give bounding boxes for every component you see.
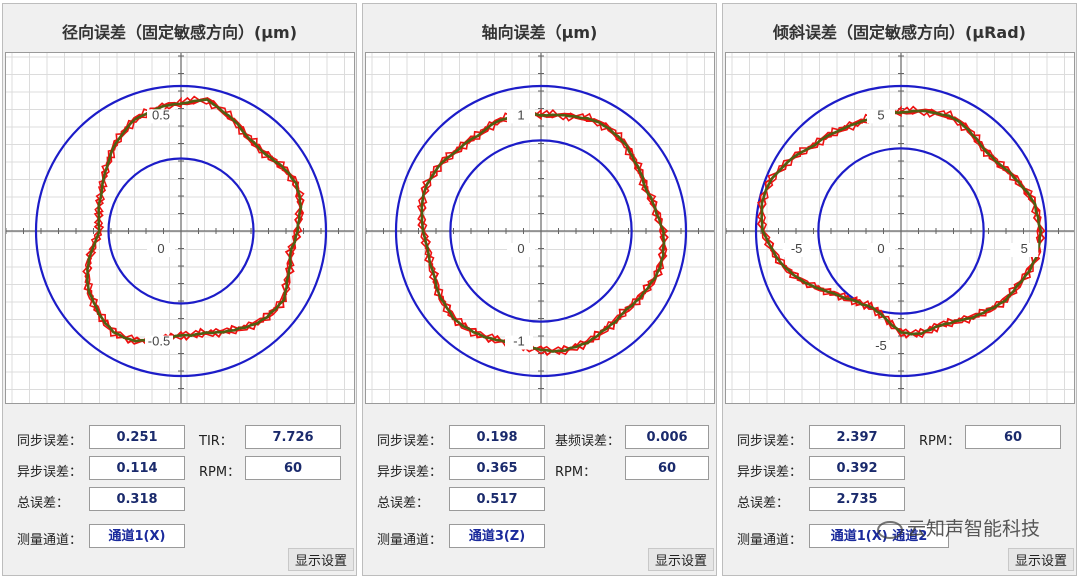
async-error-label: 异步误差： — [737, 465, 803, 480]
reference-ring — [107, 157, 255, 305]
channel-label: 测量通道： — [737, 533, 803, 548]
tick-label-bg — [782, 243, 811, 257]
rpm-value: 60 — [245, 456, 341, 480]
wechat-icon — [876, 520, 903, 539]
tick-label: 0 — [517, 241, 524, 256]
channel-label: 测量通道： — [17, 533, 83, 548]
tick-label: 0 — [157, 241, 164, 256]
display-settings-button[interactable]: 显示设置 — [647, 548, 714, 571]
tir-value: 7.726 — [245, 425, 341, 449]
fundamental-error-value: 0.006 — [625, 425, 709, 449]
axial-error-panel: 轴向误差（μm) 1 0 -1 同步误差： 0.198 异步误差： 0.365 总误… — [362, 3, 717, 576]
polar-chart: 0.5 0 -0.5 — [6, 53, 354, 403]
async-error-value: 0.365 — [449, 456, 545, 480]
polar-plot: 0.5 0 -0.5 — [5, 52, 355, 404]
sync-error-label: 同步误差： — [377, 434, 443, 449]
mean-trace — [760, 109, 1043, 336]
rpm-label: RPM： — [919, 434, 961, 449]
display-settings-button[interactable]: 显示设置 — [287, 548, 354, 571]
tick-label-bg — [867, 243, 895, 257]
tick-label-bg — [1010, 243, 1039, 257]
reference-ring — [394, 84, 688, 378]
async-error-label: 异步误差： — [377, 465, 443, 480]
display-settings-button[interactable]: 显示设置 — [1007, 548, 1074, 571]
async-error-value: 0.392 — [809, 456, 905, 480]
reference-ring — [754, 84, 1048, 378]
mean-trace — [420, 112, 666, 353]
rpm-value: 60 — [625, 456, 709, 480]
tick-label: 0.5 — [152, 107, 170, 122]
error-trace — [416, 108, 668, 355]
polar-plot: 5 -5 0 5 -5 — [725, 52, 1075, 404]
tick-label-bg — [867, 339, 895, 354]
error-trace — [83, 97, 305, 346]
total-error-label: 总误差： — [377, 496, 430, 511]
sync-error-label: 同步误差： — [737, 434, 803, 449]
tick-label-bg — [507, 109, 535, 124]
error-trace — [757, 105, 1042, 338]
channel-select[interactable]: 通道3(Z) — [449, 524, 545, 548]
tick-label-bg — [147, 109, 175, 124]
polar-chart: 5 -5 0 5 -5 — [726, 53, 1074, 403]
tick-label-bg — [145, 335, 173, 350]
fundamental-error-label: 基频误差： — [555, 434, 621, 449]
panel-title: 倾斜误差（固定敏感方向）(μRad) — [773, 23, 1026, 42]
tick-label: 5 — [877, 107, 884, 122]
sync-error-value: 0.251 — [89, 425, 185, 449]
sync-error-value: 2.397 — [809, 425, 905, 449]
watermark-text: 云知声智能科技 — [906, 518, 1040, 540]
tick-label-bg — [147, 243, 175, 257]
total-error-value: 0.517 — [449, 487, 545, 511]
sync-error-label: 同步误差： — [17, 434, 83, 449]
tick-label: -1 — [513, 334, 525, 349]
polar-chart: 1 0 -1 — [366, 53, 714, 403]
reference-ring — [817, 147, 985, 315]
total-error-value: 2.735 — [809, 487, 905, 511]
channel-label: 测量通道： — [377, 533, 443, 548]
tick-label-bg — [505, 335, 533, 350]
tick-label: 0 — [877, 241, 884, 256]
tick-label: 1 — [517, 107, 524, 122]
tick-label: -5 — [875, 338, 887, 353]
rpm-value: 60 — [965, 425, 1061, 449]
panel-title: 径向误差（固定敏感方向）(μm) — [61, 23, 298, 42]
rpm-label: RPM： — [555, 465, 597, 480]
tick-label: -0.5 — [148, 334, 170, 349]
tick-label: -5 — [791, 241, 803, 256]
mean-trace — [85, 98, 303, 343]
async-error-label: 异步误差： — [17, 465, 83, 480]
tick-label-bg — [507, 243, 535, 257]
reference-ring — [449, 139, 633, 323]
error-trace — [82, 96, 305, 346]
tick-label-bg — [867, 109, 895, 124]
polar-plot: 1 0 -1 — [365, 52, 715, 404]
tick-label: 5 — [1021, 241, 1028, 256]
radial-error-panel: 径向误差（固定敏感方向）(μm) 0.5 0 -0.5 同步误差： 0.251 异步… — [2, 3, 357, 576]
tir-label: TIR： — [199, 434, 233, 449]
reference-ring — [34, 84, 328, 378]
channel-select[interactable]: 通道1(X) — [89, 524, 185, 548]
watermark: 云知声智能科技 — [876, 514, 1040, 541]
async-error-value: 0.114 — [89, 456, 185, 480]
panel-title: 轴向误差（μm) — [481, 23, 598, 42]
total-error-label: 总误差： — [17, 496, 70, 511]
total-error-value: 0.318 — [89, 487, 185, 511]
total-error-label: 总误差： — [737, 496, 790, 511]
sync-error-value: 0.198 — [449, 425, 545, 449]
tilt-error-panel: 倾斜误差（固定敏感方向）(μRad) 5 -5 0 5 -5 同步误差： 2.397 异… — [722, 3, 1077, 576]
rpm-label: RPM： — [199, 465, 241, 480]
